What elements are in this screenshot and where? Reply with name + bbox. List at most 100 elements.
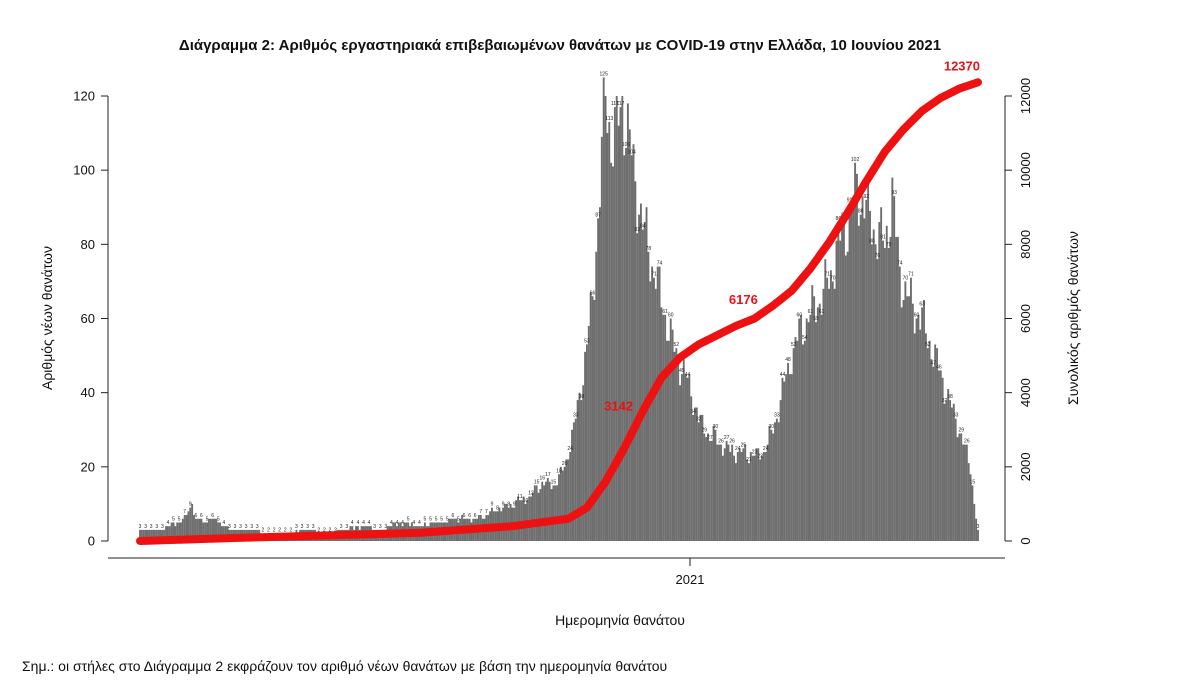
bar xyxy=(181,518,184,541)
bar xyxy=(559,466,562,541)
bar xyxy=(669,318,672,541)
bar xyxy=(861,196,864,542)
bar-value-label: 27 xyxy=(724,435,730,441)
bar xyxy=(144,529,147,542)
bar xyxy=(639,203,642,542)
bar xyxy=(615,96,618,541)
bar-value-label: 23 xyxy=(752,450,758,456)
bar-value-label: 6 xyxy=(463,513,466,519)
bar xyxy=(859,214,862,542)
bar xyxy=(585,344,588,541)
bar-value-label: 44 xyxy=(780,372,786,378)
bar xyxy=(878,222,881,541)
bar-value-label: 15 xyxy=(551,479,557,485)
bar xyxy=(157,529,160,542)
bar xyxy=(680,374,683,542)
bar xyxy=(753,455,756,541)
bar xyxy=(833,288,836,541)
bar xyxy=(945,400,948,541)
bar-value-label: 48 xyxy=(785,357,791,363)
y2-tick-label: 12000 xyxy=(1018,78,1033,114)
bar-value-label: 11 xyxy=(517,494,522,500)
bar xyxy=(908,296,911,541)
bar xyxy=(567,459,570,541)
bar xyxy=(772,433,775,541)
bar xyxy=(193,515,195,541)
bar xyxy=(738,448,741,541)
bar xyxy=(539,489,542,541)
y-tick-label: 120 xyxy=(73,89,95,104)
bar-value-label: 81 xyxy=(880,235,886,241)
bar-value-label: 7 xyxy=(479,509,482,515)
bar xyxy=(574,418,577,542)
bar xyxy=(520,500,523,541)
bar xyxy=(183,515,186,541)
bar xyxy=(943,403,946,541)
bar xyxy=(820,314,823,541)
bar-value-label: 24 xyxy=(567,446,573,452)
bar-value-label: 47 xyxy=(931,361,937,367)
bar-value-label: 60 xyxy=(796,313,802,319)
bar xyxy=(707,433,709,541)
bar xyxy=(140,529,143,542)
bar-value-label: 22 xyxy=(757,453,763,459)
bar xyxy=(649,281,652,541)
bar-value-label: 113 xyxy=(605,116,613,122)
bar xyxy=(939,370,942,541)
bar-value-label: 76 xyxy=(875,253,881,259)
bar xyxy=(759,459,762,541)
bar xyxy=(658,266,661,541)
bar-value-label: 37 xyxy=(942,398,948,404)
bar xyxy=(971,485,974,542)
bar-value-label: 9 xyxy=(507,502,510,508)
bar-value-label: 46 xyxy=(936,364,942,370)
bar xyxy=(960,433,963,541)
bar xyxy=(621,96,624,541)
bar xyxy=(928,340,931,541)
bar-value-label: 3 xyxy=(295,524,298,530)
bar xyxy=(582,385,585,541)
bar xyxy=(222,526,225,541)
bar xyxy=(826,277,829,541)
bar-value-label: 25 xyxy=(741,442,747,448)
bar xyxy=(956,437,959,541)
bar xyxy=(869,210,871,541)
bar xyxy=(777,422,780,541)
bar xyxy=(517,496,519,541)
bar xyxy=(824,259,827,541)
y2-tick-label: 8000 xyxy=(1018,230,1033,259)
bar-value-label: 4 xyxy=(351,520,354,526)
bar xyxy=(846,251,849,541)
bar-value-label: 4 xyxy=(418,520,421,526)
bar-value-label: 6 xyxy=(468,513,471,519)
bar-value-label: 32 xyxy=(696,416,702,422)
bar xyxy=(837,222,840,541)
bar-value-label: 5 xyxy=(446,516,449,522)
bar xyxy=(729,452,732,541)
bar-value-label: 3 xyxy=(161,524,164,530)
bar xyxy=(835,240,838,542)
cumulative-line-series xyxy=(136,78,982,545)
bar xyxy=(783,381,786,541)
bar xyxy=(703,433,706,541)
bar xyxy=(535,485,538,542)
bar xyxy=(550,489,553,541)
bar xyxy=(751,455,754,541)
bar xyxy=(626,103,629,542)
bar-value-label: 16 xyxy=(539,476,545,482)
bar xyxy=(714,429,717,541)
bar xyxy=(504,503,506,541)
bar xyxy=(863,218,866,542)
bar-value-label: 5 xyxy=(429,516,432,522)
bar xyxy=(690,396,693,542)
bar xyxy=(679,385,681,541)
bar xyxy=(645,207,648,541)
bar-value-label: 102 xyxy=(851,157,860,163)
bar xyxy=(569,452,572,541)
bar xyxy=(554,485,557,542)
bar-value-label: 3 xyxy=(150,524,153,530)
bar xyxy=(839,240,842,542)
bar xyxy=(161,529,164,542)
bar-value-label: 70 xyxy=(830,275,836,281)
bar-value-label: 3 xyxy=(139,524,142,530)
